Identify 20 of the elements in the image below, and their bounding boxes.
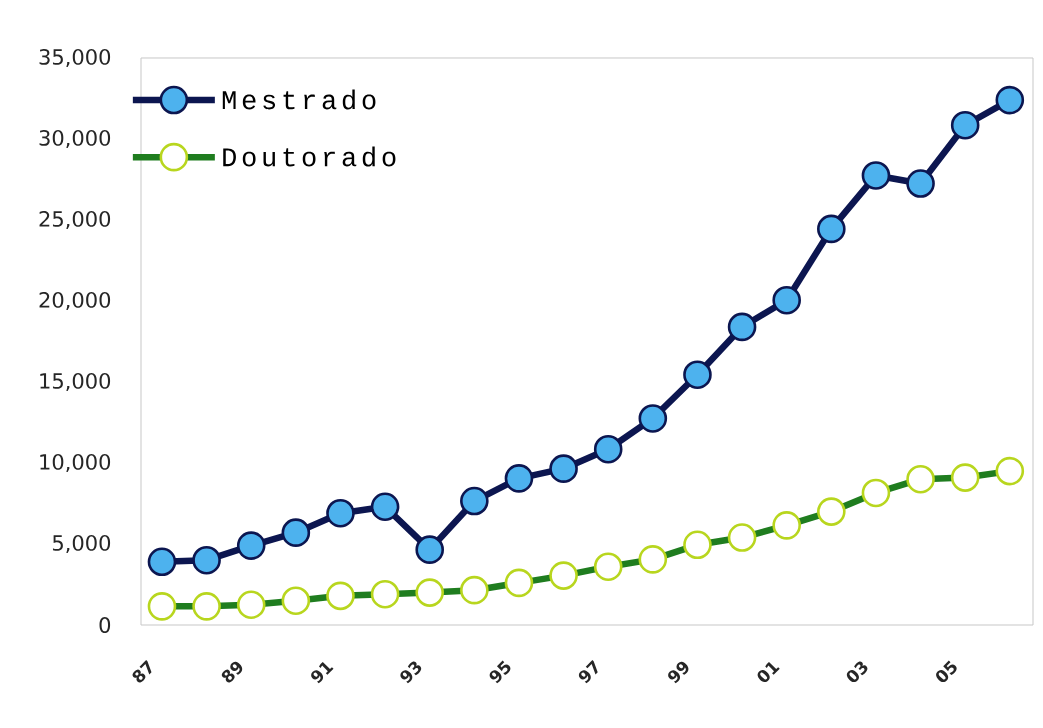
- x-tick-label: 01: [757, 661, 780, 683]
- x-tick-label: 97: [578, 660, 598, 684]
- legend-label: Mestrado: [222, 89, 376, 110]
- x-tick-label: 05: [936, 660, 957, 683]
- x-tick-label: 95: [489, 660, 511, 684]
- legend-label: Doutorado: [223, 146, 396, 167]
- y-tick-label: 0: [99, 617, 111, 633]
- x-tick-label: 03: [846, 661, 868, 683]
- x-tick-label: 87: [132, 660, 152, 683]
- y-tick-label: 10,000: [40, 453, 111, 473]
- y-tick-label: 30,000: [39, 129, 111, 149]
- x-tick-label: 99: [668, 661, 689, 684]
- y-tick-label: 5,000: [52, 534, 111, 554]
- y-tick-label: 35,000: [39, 48, 111, 67]
- x-tick-label: 93: [400, 661, 422, 684]
- x-tick-label: 91: [311, 661, 334, 684]
- y-tick-label: 15,000: [40, 372, 111, 392]
- y-tick-label: 25,000: [39, 210, 111, 230]
- y-tick-label: 20,000: [39, 291, 111, 311]
- x-tick-label: 89: [221, 661, 243, 683]
